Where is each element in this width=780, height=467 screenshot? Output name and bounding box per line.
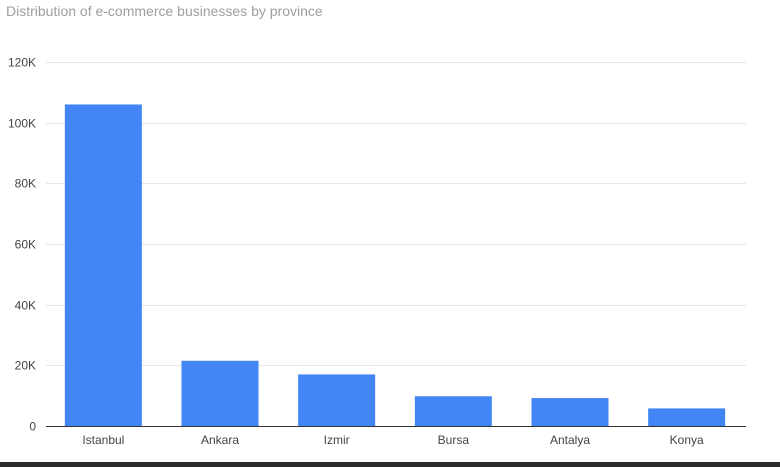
bottom-edge-bar	[0, 462, 780, 467]
axes: 0 20K 40K 60K 80K 100K 120K Istanbul Ankara Izmir…	[8, 56, 746, 447]
bar-istanbul	[64, 104, 142, 426]
y-tick-label: 120K	[8, 56, 36, 70]
y-tick-label: 60K	[15, 238, 36, 252]
y-tick-label: 0	[29, 420, 36, 434]
x-tick-label: Bursa	[438, 433, 470, 447]
bar-ankara	[181, 360, 259, 426]
x-tick-label: Ankara	[201, 433, 239, 447]
y-tick-label: 80K	[15, 177, 36, 191]
y-tick-label: 40K	[15, 299, 36, 313]
x-tick-label: Istanbul	[82, 433, 124, 447]
x-tick-label: Izmir	[324, 433, 350, 447]
x-tick-label: Konya	[670, 433, 704, 447]
x-tick-label: Antalya	[550, 433, 590, 447]
bars	[64, 104, 726, 426]
bar-antalya	[531, 398, 609, 426]
bar-bursa	[414, 396, 492, 426]
y-tick-label: 20K	[15, 359, 36, 373]
bar-konya	[648, 408, 726, 426]
chart-title: Distribution of e-commerce businesses by…	[6, 3, 323, 19]
gridlines	[46, 62, 746, 366]
y-tick-label: 100K	[8, 117, 36, 131]
bar-izmir	[298, 374, 376, 426]
